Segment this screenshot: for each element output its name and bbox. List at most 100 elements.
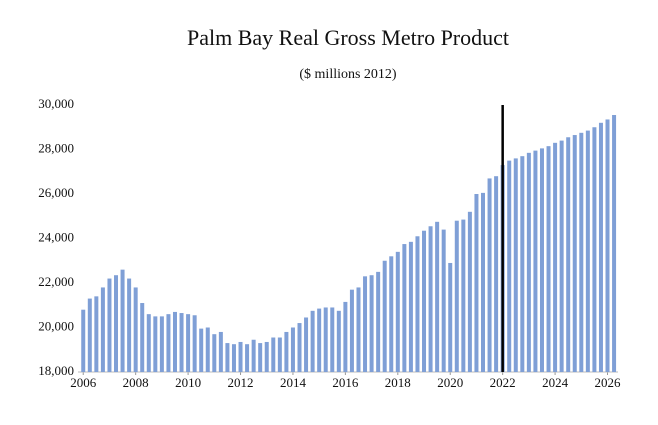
bar bbox=[264, 341, 269, 372]
y-tick-label: 28,000 bbox=[38, 140, 74, 155]
bar bbox=[546, 146, 551, 372]
x-tick-label: 2014 bbox=[280, 375, 307, 390]
bar bbox=[81, 309, 86, 372]
bar bbox=[585, 130, 590, 372]
bar bbox=[592, 127, 597, 372]
bar bbox=[539, 148, 544, 372]
bar bbox=[474, 194, 479, 372]
bar bbox=[566, 137, 571, 372]
y-tick-label: 22,000 bbox=[38, 274, 74, 289]
bar bbox=[205, 327, 210, 372]
bar bbox=[297, 323, 302, 372]
bar bbox=[251, 339, 256, 372]
bar bbox=[271, 337, 276, 372]
y-tick-label: 24,000 bbox=[38, 229, 74, 244]
x-tick-label: 2016 bbox=[332, 375, 359, 390]
bar bbox=[402, 244, 407, 372]
bar bbox=[369, 275, 374, 372]
bar bbox=[179, 313, 184, 372]
bar bbox=[435, 221, 440, 372]
bar bbox=[481, 192, 485, 372]
bar bbox=[520, 156, 525, 372]
bar bbox=[310, 310, 315, 372]
x-tick-label: 2022 bbox=[490, 375, 516, 390]
bar bbox=[277, 337, 282, 372]
bar bbox=[448, 262, 453, 372]
bar bbox=[605, 119, 610, 373]
y-tick-label: 30,000 bbox=[38, 96, 74, 111]
bar bbox=[140, 303, 145, 372]
bar bbox=[422, 230, 427, 372]
bar bbox=[304, 317, 309, 372]
bar bbox=[114, 275, 119, 372]
bar bbox=[461, 219, 466, 372]
bar bbox=[94, 296, 99, 372]
bar bbox=[579, 132, 584, 372]
bar bbox=[376, 271, 381, 372]
x-tick-label: 2010 bbox=[175, 375, 201, 390]
bar bbox=[153, 316, 158, 372]
bar bbox=[356, 287, 361, 372]
bar bbox=[159, 316, 164, 372]
bar bbox=[100, 287, 105, 372]
bar bbox=[146, 314, 151, 372]
bar bbox=[212, 334, 217, 372]
bar bbox=[363, 276, 368, 372]
bar bbox=[533, 150, 538, 372]
bar bbox=[225, 343, 230, 372]
x-tick-label: 2006 bbox=[70, 375, 97, 390]
bar bbox=[107, 278, 112, 372]
bar bbox=[186, 314, 191, 372]
bar bbox=[598, 122, 603, 372]
bar bbox=[317, 308, 322, 372]
y-tick-label: 18,000 bbox=[38, 363, 74, 378]
x-tick-label: 2024 bbox=[542, 375, 569, 390]
bar bbox=[428, 226, 433, 372]
bar bbox=[166, 314, 171, 372]
bar bbox=[487, 178, 492, 372]
bar bbox=[343, 301, 348, 372]
bar bbox=[441, 229, 446, 372]
bar bbox=[218, 331, 223, 372]
chart-title: Palm Bay Real Gross Metro Product bbox=[187, 25, 509, 50]
bar bbox=[330, 307, 335, 372]
bar bbox=[290, 327, 295, 372]
bar bbox=[258, 343, 263, 372]
bar bbox=[415, 236, 420, 372]
bar bbox=[172, 311, 177, 372]
x-tick-label: 2018 bbox=[385, 375, 411, 390]
chart-subtitle: ($ millions 2012) bbox=[299, 67, 397, 82]
bar bbox=[408, 241, 413, 372]
bar bbox=[336, 310, 341, 372]
bar bbox=[507, 160, 512, 372]
bar bbox=[513, 158, 518, 372]
bar bbox=[245, 344, 250, 372]
bar bbox=[349, 289, 354, 372]
x-tick-label: 2026 bbox=[595, 375, 622, 390]
bar bbox=[553, 142, 558, 372]
bar bbox=[127, 278, 132, 372]
bar bbox=[572, 135, 577, 372]
bar bbox=[454, 220, 459, 372]
bar bbox=[238, 341, 243, 372]
x-tick-label: 2012 bbox=[228, 375, 254, 390]
x-tick-label: 2020 bbox=[437, 375, 463, 390]
bar bbox=[526, 152, 531, 372]
bar bbox=[192, 315, 197, 372]
bar bbox=[199, 328, 204, 372]
bar bbox=[323, 307, 328, 372]
bar bbox=[494, 176, 499, 372]
bar bbox=[87, 298, 92, 372]
bar bbox=[231, 344, 236, 372]
y-tick-label: 20,000 bbox=[38, 318, 74, 333]
bar bbox=[612, 115, 617, 372]
bar bbox=[467, 211, 472, 372]
bar bbox=[133, 287, 138, 372]
bar bbox=[559, 140, 564, 372]
bar bbox=[389, 256, 394, 372]
bar bbox=[284, 331, 289, 372]
bar bbox=[120, 269, 125, 372]
bar bbox=[395, 251, 400, 372]
x-tick-label: 2008 bbox=[123, 375, 149, 390]
